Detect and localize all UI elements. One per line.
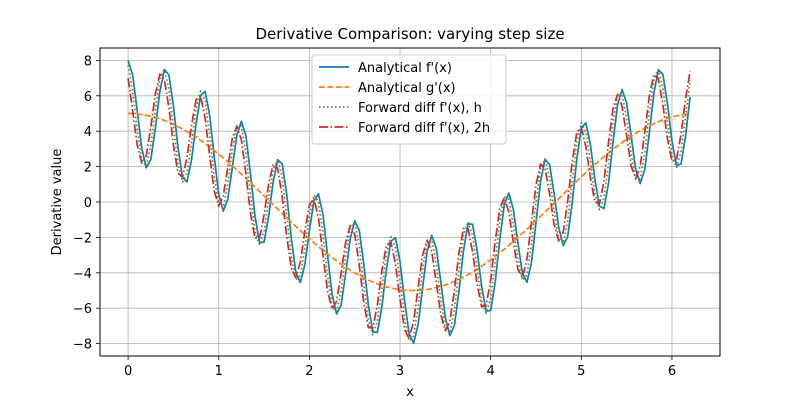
ticks: 0 1 2 3 4 5 6 −8 −6 −4 −2 0 2 4 6 8 (73, 54, 676, 379)
y-tick-label: −6 (73, 302, 92, 317)
y-tick-label: 6 (84, 90, 92, 105)
legend-label-analytical-g: Analytical g'(x) (358, 81, 456, 96)
y-tick-label: −4 (73, 267, 92, 282)
x-tick-label: 4 (487, 364, 495, 379)
x-tick-label: 2 (305, 364, 313, 379)
series-layer (127, 60, 691, 345)
x-tick-label: 0 (124, 364, 132, 379)
y-tick-label: 4 (84, 125, 92, 140)
y-tick-label: 0 (84, 196, 92, 211)
series-line-1 (127, 60, 691, 345)
series-line-3 (127, 65, 691, 342)
legend: Analytical f'(x) Analytical g'(x) Forwar… (311, 54, 507, 145)
series-line-4 (127, 71, 691, 340)
legend-label-analytical-f: Analytical f'(x) (358, 61, 452, 76)
y-tick-label: 8 (84, 54, 92, 69)
x-tick-label: 6 (668, 364, 676, 379)
series-line-2 (128, 112, 691, 292)
x-tick-label: 1 (215, 364, 223, 379)
y-tick-label: 2 (84, 161, 92, 176)
y-tick-label: −8 (73, 338, 92, 353)
x-tick-label: 5 (577, 364, 585, 379)
chart-title: Derivative Comparison: varying step size (255, 25, 564, 43)
y-axis-label: Derivative value (50, 149, 65, 256)
x-axis-label: x (406, 385, 414, 400)
legend-box (311, 54, 507, 145)
legend-label-forward-2h: Forward diff f'(x), 2h (358, 121, 490, 136)
x-tick-label: 3 (396, 364, 404, 379)
y-tick-label: −2 (73, 231, 92, 246)
legend-label-forward-h: Forward diff f'(x), h (358, 101, 482, 116)
